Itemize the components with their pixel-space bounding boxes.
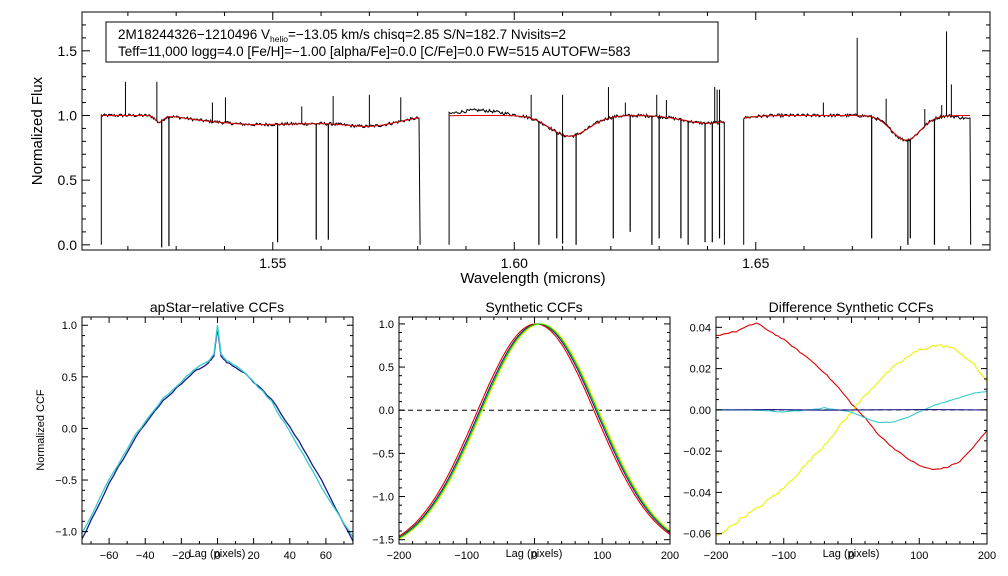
difference-ccf-line-red	[716, 322, 987, 471]
apstar-y-axis-label: Normalized CCF	[35, 389, 47, 471]
synthetic-y-tick-label: −1.5	[372, 535, 394, 547]
spectrum-y-tick-label: 0.5	[58, 172, 78, 188]
synthetic-x-tick-label: −100	[454, 550, 479, 562]
spectrum-x-tick-label: 1.65	[742, 255, 769, 271]
difference-x-tick-label: −100	[771, 550, 796, 562]
spectrum-x-axis-label: Wavelength (microns)	[460, 270, 605, 287]
synthetic-ccf-panel: Synthetic CCFs −200 −100 0 100 200 −1.5 −1.0 −0…	[372, 299, 679, 562]
spectrum-x-tick-label: 1.55	[259, 255, 286, 271]
apstar-y-tick-label: 0.5	[62, 372, 77, 384]
spectrum-x-tick-label: 1.60	[501, 255, 528, 271]
difference-y-tick-label: 0.02	[690, 364, 711, 376]
synthetic-x-tick-label: −200	[387, 550, 412, 562]
apstar-y-tick-label: −1.0	[55, 527, 77, 539]
spectrum-y-tick-label: 0.0	[58, 237, 78, 253]
synthetic-x-tick-label: 200	[661, 550, 679, 562]
difference-ccf-line-cyan	[716, 390, 987, 424]
apstar-x-tick-label: 40	[284, 550, 296, 562]
difference-y-tick-label: 0.04	[690, 322, 711, 334]
spectrum-observed-line	[100, 113, 421, 245]
apstar-y-tick-label: 1.0	[62, 320, 77, 332]
difference-x-tick-label: 200	[978, 550, 996, 562]
spectrum-info-box	[105, 21, 719, 63]
apstar-x-tick-label: 20	[248, 550, 260, 562]
synthetic-y-tick-label: −0.5	[372, 448, 394, 460]
spectrum-axes-frame	[81, 11, 991, 251]
apstar-ccf-line-2	[82, 325, 353, 538]
difference-y-tick-label: −0.04	[683, 487, 711, 499]
info-line-2: Teff=11,000 logg=4.0 [Fe/H]=−1.00 [alpha…	[118, 44, 631, 59]
difference-x-axis-label: Lag (pixels)	[823, 548, 880, 560]
difference-ccf-line-yellow	[716, 344, 987, 536]
synthetic-x-tick-label: 0	[531, 550, 537, 562]
spectrum-model-line	[101, 115, 420, 127]
spectrum-y-tick-label: 1.5	[58, 43, 78, 59]
difference-ccf-title: Difference Synthetic CCFs	[769, 299, 934, 315]
spectrum-y-axis-label: Normalized Flux	[29, 76, 46, 185]
difference-ccf-panel: Difference Synthetic CCFs −200 −100 0 100 20…	[683, 299, 996, 562]
apstar-ccf-panel: apStar−relative CCFs −60 −40 −20 0 20 40 60 −1.…	[35, 299, 354, 562]
difference-x-tick-label: 0	[848, 550, 854, 562]
difference-x-tick-label: −200	[704, 550, 729, 562]
info-line-1: 2M18244326−1210496 Vhelio=−13.05 km/s ch…	[118, 27, 566, 44]
apstar-x-tick-label: 60	[320, 550, 332, 562]
apstar-x-tick-label: −60	[100, 550, 119, 562]
synthetic-x-tick-label: 100	[593, 550, 611, 562]
apstar-y-tick-label: 0.0	[62, 423, 77, 435]
synthetic-y-tick-label: 0.5	[379, 362, 394, 374]
spectrum-panel: 1.55 1.60 1.65 0.0 0.5 1.0 1.5 Wavelength (mic…	[29, 11, 991, 287]
synthetic-y-tick-label: 1.0	[379, 319, 394, 331]
apstar-x-tick-label: −40	[136, 550, 155, 562]
synthetic-ccf-line-2	[399, 323, 670, 537]
apstar-x-axis-label: Lag (pixels)	[189, 548, 246, 560]
spectrum-model-line	[449, 115, 725, 137]
apstar-y-tick-label: −0.5	[55, 475, 77, 487]
apstar-ccf-title: apStar−relative CCFs	[150, 299, 284, 315]
difference-y-tick-label: −0.02	[683, 446, 711, 458]
apstar-x-tick-label: 0	[214, 550, 220, 562]
synthetic-ccf-title: Synthetic CCFs	[485, 299, 582, 315]
difference-y-tick-label: −0.06	[683, 529, 711, 541]
difference-ccf-line-navy	[716, 409, 987, 411]
synthetic-y-tick-label: −1.0	[372, 491, 394, 503]
apstar-x-tick-label: −20	[172, 550, 191, 562]
difference-y-tick-label: 0.00	[690, 405, 711, 417]
synthetic-x-axis-label: Lag (pixels)	[506, 548, 563, 560]
synthetic-y-tick-label: 0.0	[379, 405, 394, 417]
difference-x-tick-label: 100	[910, 550, 928, 562]
synthetic-ccf-line-4	[399, 323, 670, 539]
spectrum-y-tick-label: 1.0	[58, 108, 78, 124]
